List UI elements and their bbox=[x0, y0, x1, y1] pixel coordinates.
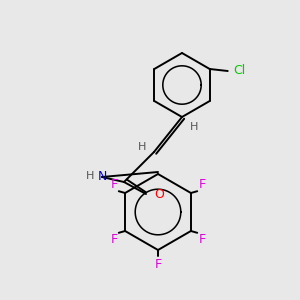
Text: H: H bbox=[85, 171, 94, 181]
Text: O: O bbox=[154, 188, 164, 200]
Text: F: F bbox=[110, 233, 117, 246]
Text: N: N bbox=[97, 169, 107, 182]
Text: F: F bbox=[199, 178, 206, 191]
Text: H: H bbox=[138, 142, 146, 152]
Text: F: F bbox=[154, 258, 162, 271]
Text: Cl: Cl bbox=[234, 64, 246, 77]
Text: F: F bbox=[199, 233, 206, 246]
Text: H: H bbox=[190, 122, 198, 132]
Text: F: F bbox=[110, 178, 117, 191]
